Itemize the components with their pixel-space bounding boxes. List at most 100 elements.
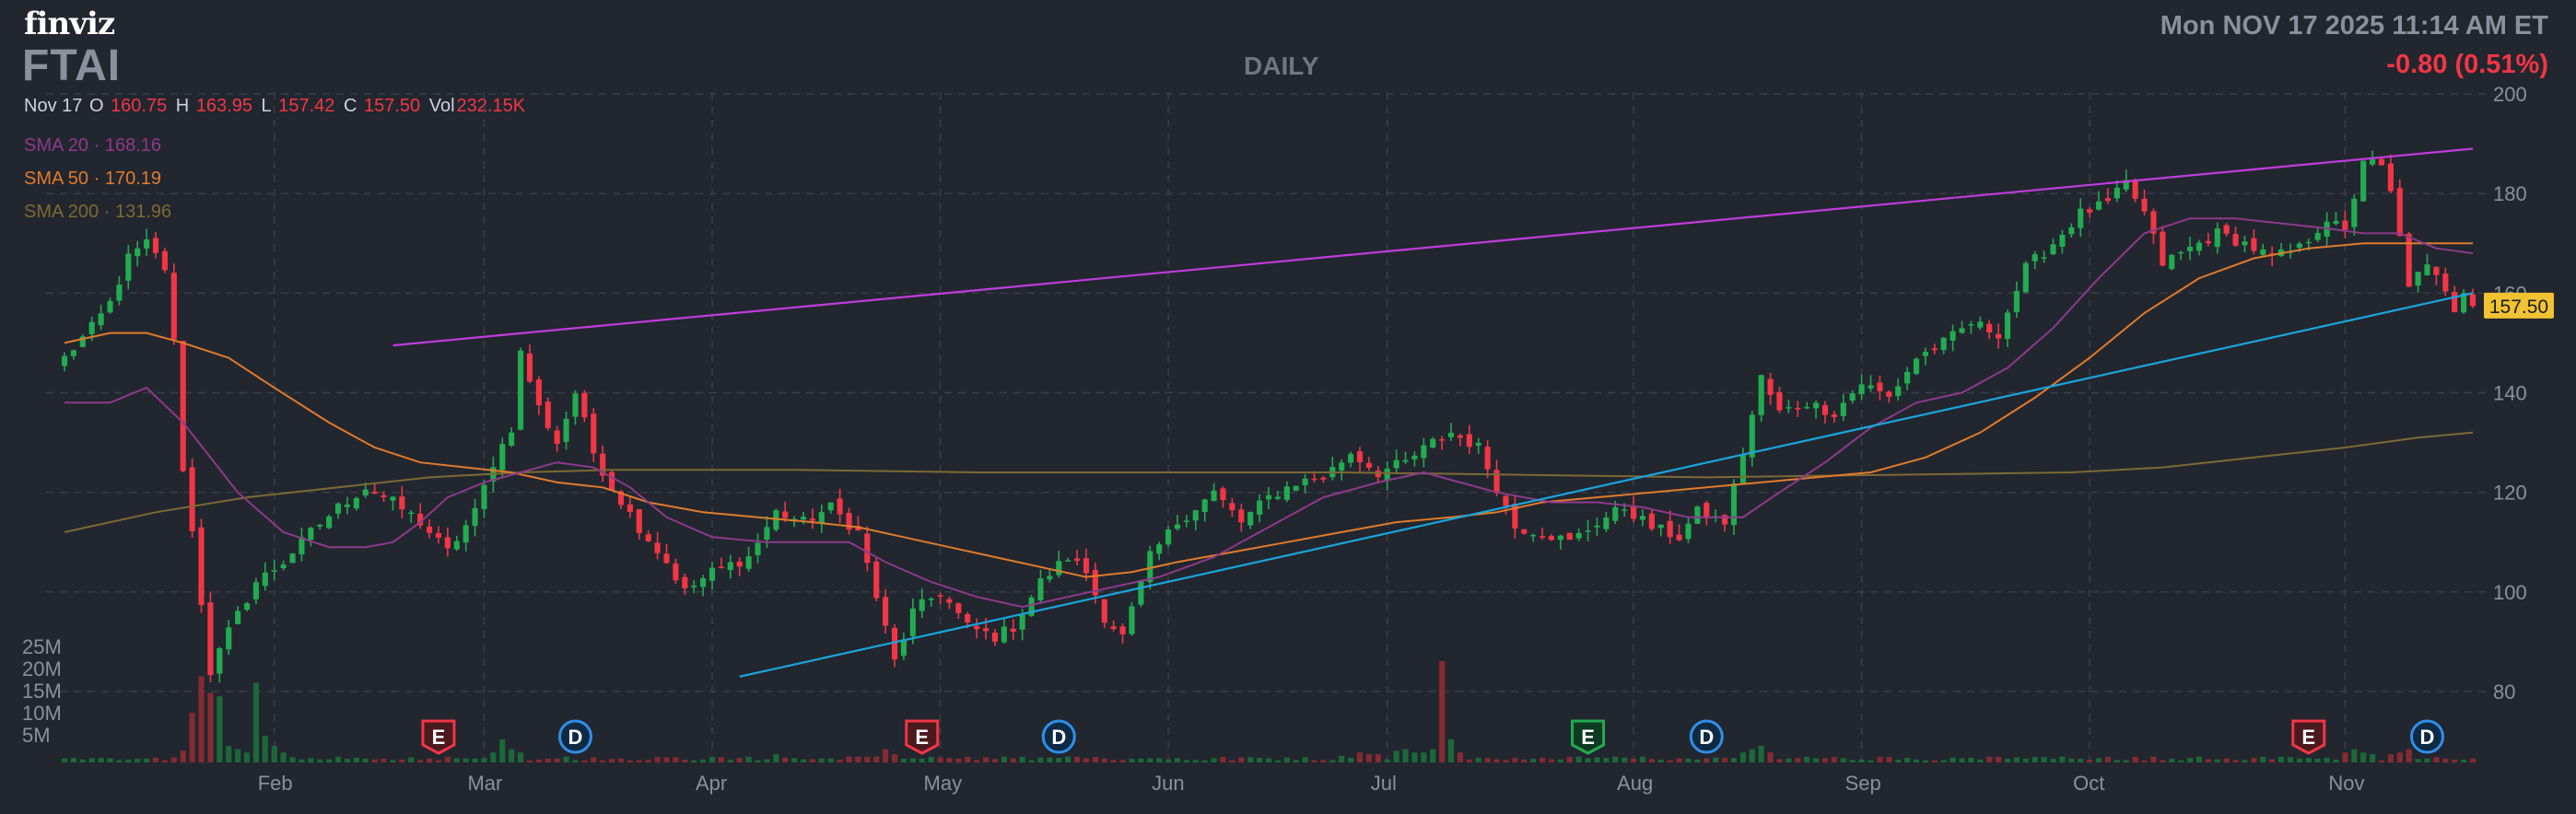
volume-bar [1037,757,1044,762]
candle-body [946,599,953,603]
dividend-marker[interactable] [1041,719,1076,754]
volume-bar [909,758,916,762]
candle-body [1594,525,1600,528]
candle-body [1676,534,1682,541]
candle-body [1339,462,1345,471]
earnings-marker[interactable] [1571,719,1606,755]
volume-bar [1639,756,1646,762]
volume-bar [1895,760,1902,762]
volume-bar [1493,759,1500,762]
volume-bar [1220,756,1226,762]
candle-body [563,418,569,443]
candle-body [626,504,633,512]
volume-bar [1302,757,1308,762]
candle-body [1010,628,1016,633]
candle-body [280,564,287,568]
candle-body [1265,494,1272,500]
candle-body [617,491,625,506]
volume-bar [1028,760,1035,762]
candle-body [444,537,451,549]
trendline-resistance[interactable] [392,147,2474,347]
volume-bar [891,754,898,762]
candle-body [1092,570,1098,596]
sma50-legend[interactable]: SMA 50 · 170.19 [24,162,171,195]
candle-body [2123,180,2129,190]
volume-bar [317,759,323,762]
candle-body [2351,198,2358,227]
earnings-marker[interactable] [421,719,456,755]
candle-body [1694,506,1701,524]
volume-bar [1676,758,1682,762]
sma200-value: 131.96 [114,202,172,222]
volume-bar [1165,759,1172,762]
sma20-legend[interactable]: SMA 20 · 168.16 [24,129,171,162]
volume-bar [2205,759,2211,762]
candle-body [1622,509,1628,511]
volume-bar [883,749,889,762]
candle-body [691,585,697,587]
candle-body [2022,262,2029,293]
volume-bar [873,756,880,762]
volume-bar [1512,758,1518,762]
volume-bar [1630,758,1637,762]
candle-body [1722,515,1728,525]
volume-bar [271,746,277,762]
volume-bar [1968,757,1974,762]
volume-bar [1959,758,1965,762]
candle-body [1557,535,1563,541]
candle-body [252,582,260,599]
sma200-legend[interactable]: SMA 200 · 131.96 [24,195,171,228]
volume-bar [1019,757,1025,762]
candle-body [152,238,159,253]
volume-bar [2104,756,2112,762]
volume-bar [2277,756,2285,762]
trendline-support[interactable] [739,292,2474,678]
candle-body [1402,459,1409,462]
volume-bar [1685,758,1692,762]
volume-bar [919,758,925,762]
ohlc-volume-value: 232.15K [456,96,526,116]
volume-bar [1566,756,1573,762]
volume-bar [2178,760,2184,762]
candle-body [1274,496,1281,499]
volume-bar [1996,756,2002,762]
volume-bar [198,676,205,762]
volume-bar [1421,752,1427,762]
dividend-marker[interactable] [557,719,592,754]
volume-tick-label: 25M [22,635,62,658]
candle-body [509,432,515,446]
volume-bar [1622,757,1628,762]
earnings-marker[interactable] [2291,719,2326,755]
candle-body [526,353,533,382]
volume-bar [2360,752,2367,762]
candle-body [1110,626,1117,629]
event-marker-letter: E [2301,726,2315,749]
candle-body [2333,221,2339,224]
volume-bar [1539,757,1546,762]
candle-body [1238,509,1245,523]
dividend-marker[interactable] [1689,719,1724,754]
candle-body [1311,478,1317,481]
volume-bar [2041,757,2047,762]
volume-bar [782,757,789,762]
candle-body [125,253,132,281]
volume-bar [1904,757,1911,762]
volume-bar [161,760,168,762]
dividend-marker[interactable] [2409,719,2444,754]
volume-bar [654,757,661,762]
candle-body [2424,264,2430,275]
volume-bar [2150,756,2157,762]
volume-bar [1056,758,1062,762]
candle-body [1356,451,1364,462]
candle-body [390,496,396,501]
earnings-marker[interactable] [905,719,940,755]
event-marker-letter: E [432,726,446,749]
finviz-logo[interactable]: finviz [24,6,115,42]
candle-body [1530,534,1537,537]
volume-bar [2433,757,2440,762]
candle-body [2078,208,2084,228]
ohlc-open-value: 160.75 [111,96,168,116]
volume-bar [846,756,852,762]
volume-bar [755,760,761,762]
